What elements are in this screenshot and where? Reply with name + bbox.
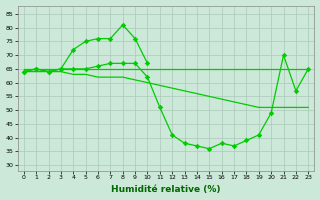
X-axis label: Humidité relative (%): Humidité relative (%) bbox=[111, 185, 221, 194]
